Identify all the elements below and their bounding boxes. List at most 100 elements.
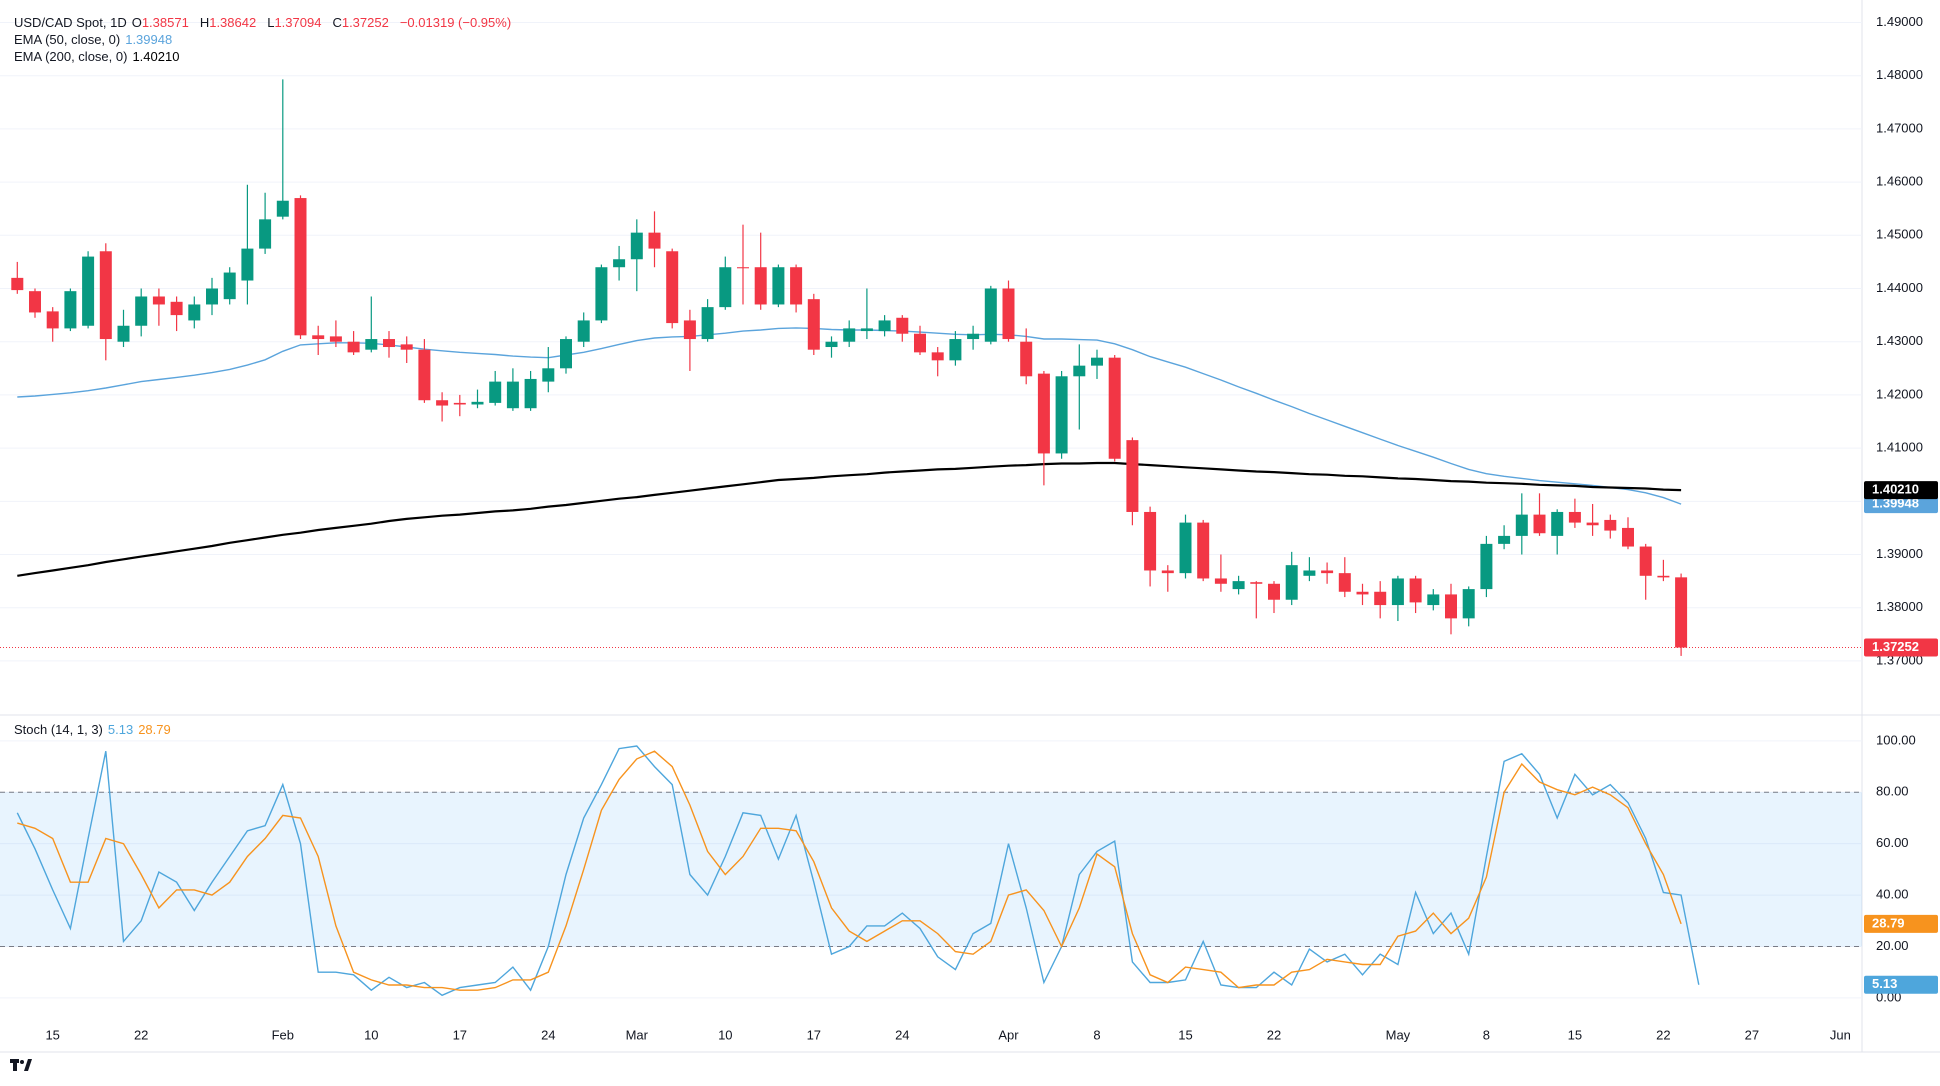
y-tick-label: 1.41000 xyxy=(1876,440,1923,455)
x-tick-label: 8 xyxy=(1093,1027,1100,1042)
candle-body xyxy=(1515,514,1528,536)
y-tick-label: 1.47000 xyxy=(1876,120,1923,135)
candle-body xyxy=(453,402,466,405)
candle-body xyxy=(648,232,661,249)
indicator-value: 28.79 xyxy=(138,722,171,737)
candle-body xyxy=(1356,591,1369,595)
logo-icon xyxy=(10,1059,32,1071)
candle-body xyxy=(790,267,803,305)
y-tick-label: 1.44000 xyxy=(1876,280,1923,295)
candle-body xyxy=(365,339,378,350)
candle-body xyxy=(1002,288,1015,340)
candle-body xyxy=(737,267,749,269)
y-tick-label: 1.43000 xyxy=(1876,333,1923,348)
candle-body xyxy=(878,320,891,332)
x-tick-label: 15 xyxy=(1178,1027,1192,1042)
candle-body xyxy=(967,333,980,340)
candle-body xyxy=(1391,578,1404,606)
price-badge xyxy=(1864,975,1938,994)
legend-row: EMA (50, close, 0) 1.39948 xyxy=(14,31,516,48)
ohlc-field: H1.38642 xyxy=(200,15,261,30)
candle-body xyxy=(1073,365,1086,377)
legend-row: USD/CAD Spot, 1D O1.38571 H1.38642 L1.37094… xyxy=(14,14,516,31)
candle-body xyxy=(1480,543,1493,590)
stoch-band xyxy=(0,792,1862,947)
candle-body xyxy=(896,317,909,334)
candle-body xyxy=(1020,341,1033,377)
candle-body xyxy=(1374,591,1387,606)
x-tick-label: 24 xyxy=(895,1027,909,1042)
candle-body xyxy=(1639,546,1652,576)
candle-body xyxy=(666,251,679,324)
candle-body xyxy=(1427,594,1440,606)
x-tick-label: 8 xyxy=(1483,1027,1490,1042)
candle-body xyxy=(489,381,502,403)
y-tick-label: 100.00 xyxy=(1876,732,1916,747)
candle-body xyxy=(99,251,112,340)
x-tick-label: 22 xyxy=(1656,1027,1670,1042)
y-tick-label: 80.00 xyxy=(1876,784,1909,799)
y-tick-label: 1.45000 xyxy=(1876,227,1923,242)
y-tick-label: 1.49000 xyxy=(1876,14,1923,29)
y-tick-label: 1.46000 xyxy=(1876,174,1923,189)
ohlc-field: C1.37252 xyxy=(332,15,393,30)
candle-body xyxy=(1303,570,1316,576)
ohlc-value: 1.37094 xyxy=(274,15,322,30)
candle-body xyxy=(1551,511,1564,536)
candle-body xyxy=(241,248,254,281)
candle-body xyxy=(1445,594,1457,619)
candle-body xyxy=(1285,565,1298,600)
x-tick-label: 24 xyxy=(541,1027,555,1042)
candle-body xyxy=(524,378,537,409)
x-tick-label: 17 xyxy=(453,1027,467,1042)
candle-body xyxy=(949,339,962,361)
candle-body xyxy=(117,325,130,342)
y-tick-label: 40.00 xyxy=(1876,887,1909,902)
ohlc-key: H xyxy=(199,15,210,30)
candle-body xyxy=(860,328,873,332)
price-badge-label: 1.37252 xyxy=(1872,639,1919,654)
x-tick-label: 27 xyxy=(1745,1027,1759,1042)
price-badge xyxy=(1864,495,1938,514)
candle-body xyxy=(630,232,643,260)
candle-body xyxy=(471,401,484,405)
candle-body xyxy=(595,267,608,321)
candle-body xyxy=(542,368,555,382)
candle-body xyxy=(312,335,325,340)
candle-body xyxy=(1321,570,1334,574)
price-badge-label: 1.39948 xyxy=(1872,496,1919,511)
candle-body xyxy=(400,344,413,350)
candle-body xyxy=(1462,589,1475,619)
candle-body xyxy=(1250,582,1263,584)
candle-body xyxy=(46,311,59,329)
candle-body xyxy=(1214,578,1227,584)
candle-body xyxy=(807,299,820,350)
ohlc-key: C xyxy=(332,15,342,30)
x-tick-label: Feb xyxy=(272,1027,294,1042)
candle-body xyxy=(1037,373,1050,454)
symbol: USD/CAD Spot, 1D xyxy=(14,15,127,30)
candle-body xyxy=(1268,583,1280,600)
ema-line xyxy=(17,327,1682,505)
candle-body xyxy=(64,291,77,329)
candle-body xyxy=(1179,522,1192,574)
candle-body xyxy=(383,339,395,348)
candle-body xyxy=(11,277,24,291)
ohlc-value: 1.37252 xyxy=(341,15,389,30)
candle-body xyxy=(152,296,165,305)
change: −0.01319 (−0.95%) xyxy=(399,15,512,30)
legend-row: EMA (200, close, 0) 1.40210 xyxy=(14,48,516,65)
x-tick-label: 15 xyxy=(1568,1027,1582,1042)
candle-body xyxy=(1533,514,1546,534)
x-tick-label: 22 xyxy=(134,1027,148,1042)
candle-body xyxy=(347,341,360,353)
candle-body xyxy=(1338,573,1351,592)
y-tick-label: 60.00 xyxy=(1876,835,1909,850)
candle-body xyxy=(683,320,696,340)
candle-body xyxy=(772,267,785,305)
candle-body xyxy=(506,381,519,409)
y-tick-label: 20.00 xyxy=(1876,938,1909,953)
candle-body xyxy=(560,339,572,369)
candle-body xyxy=(613,259,626,268)
